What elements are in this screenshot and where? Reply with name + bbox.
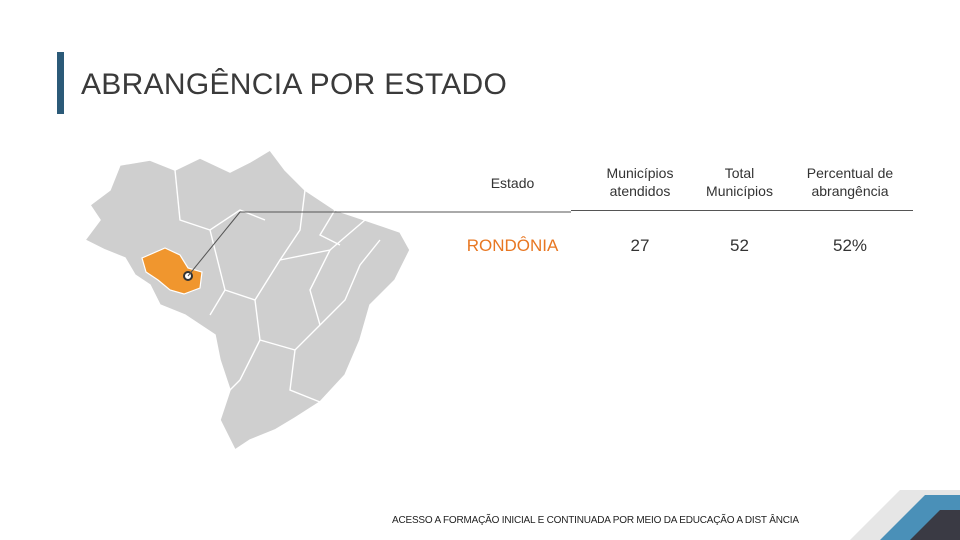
header-estado: Estado [490, 175, 535, 191]
header-total-municipios: Total Municípios [706, 165, 773, 199]
cell-percentual: 52% [832, 236, 868, 255]
header-rule [571, 210, 913, 211]
cell-total-municipios: 52 [730, 236, 749, 255]
brazil-map [83, 149, 411, 450]
page-title: ABRANGÊNCIA POR ESTADO [81, 68, 508, 101]
corner-decoration [850, 490, 960, 540]
header-percentual: Percentual de abrangência [806, 165, 894, 199]
footer-text: ACESSO A FORMAÇÃO INICIAL E CONTINUADA P… [392, 515, 799, 526]
title-accent-bar [57, 52, 64, 114]
rondonia-state [141, 247, 203, 295]
cell-estado: RONDÔNIA [466, 236, 559, 255]
location-marker-icon [183, 271, 193, 281]
header-municipios-atendidos: Municípios atendidos [606, 165, 674, 199]
cell-municipios-atendidos: 27 [630, 236, 650, 255]
brazil-outline [83, 149, 411, 450]
